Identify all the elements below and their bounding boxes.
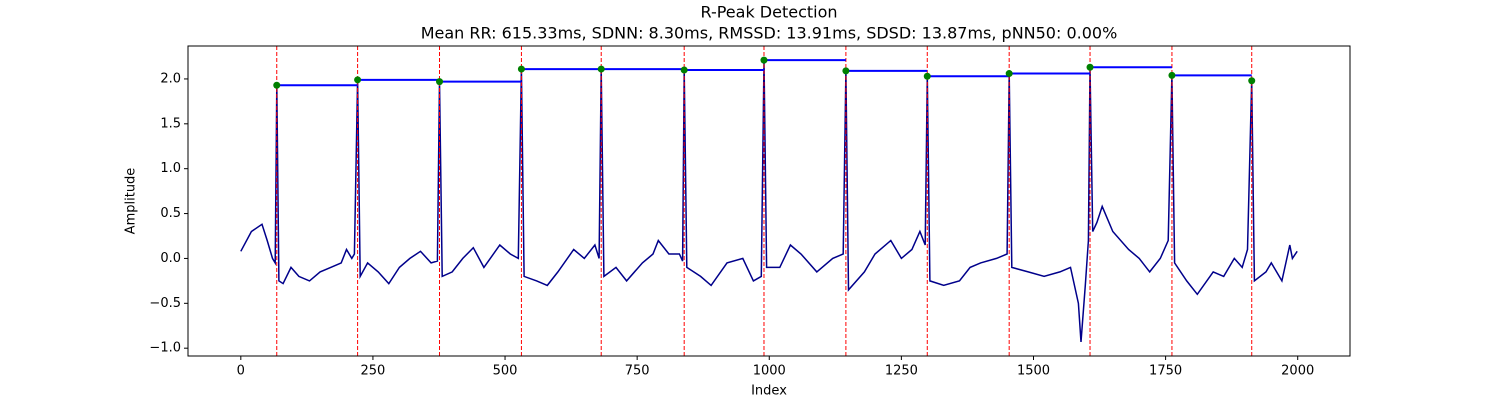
x-axis-label: Index [751, 384, 787, 399]
x-tick-label: 1000 [753, 364, 786, 379]
y-tick-label: 1.0 [160, 161, 181, 176]
r-peak [354, 76, 362, 84]
chart-title: R-Peak Detection [700, 3, 837, 22]
plot-frame [187, 45, 1351, 357]
x-tick-label: 500 [493, 364, 518, 379]
x-tick-label: 250 [361, 364, 386, 379]
r-peak [760, 56, 768, 64]
r-peak [436, 78, 444, 86]
r-peak [1168, 71, 1176, 79]
r-peak [273, 81, 281, 89]
x-tick-label: 1250 [885, 364, 918, 379]
x-tick-label: 2000 [1281, 364, 1314, 379]
y-tick-label: 1.5 [160, 116, 181, 131]
y-axis-label: Amplitude [124, 168, 139, 235]
chart-subtitle: Mean RR: 615.33ms, SDNN: 8.30ms, RMSSD: … [421, 24, 1118, 43]
r-peak [1005, 70, 1013, 78]
r-peak [680, 66, 688, 74]
x-tick-label: 1500 [1017, 364, 1050, 379]
r-peak [1086, 63, 1094, 71]
r-peak [597, 65, 605, 73]
y-tick-label: −0.5 [149, 296, 181, 311]
y-tick-label: 0.0 [160, 251, 181, 266]
y-tick-label: 0.5 [160, 206, 181, 221]
x-tick-label: 750 [625, 364, 650, 379]
x-tick-label: 0 [237, 364, 245, 379]
r-peak [517, 65, 525, 73]
r-peak [1248, 77, 1256, 85]
y-tick-label: 2.0 [160, 71, 181, 86]
r-peak [923, 72, 931, 80]
r-peak [842, 67, 850, 75]
x-tick-label: 1750 [1149, 364, 1182, 379]
ecg-signal [240, 60, 1298, 342]
y-tick-label: −1.0 [149, 341, 181, 356]
